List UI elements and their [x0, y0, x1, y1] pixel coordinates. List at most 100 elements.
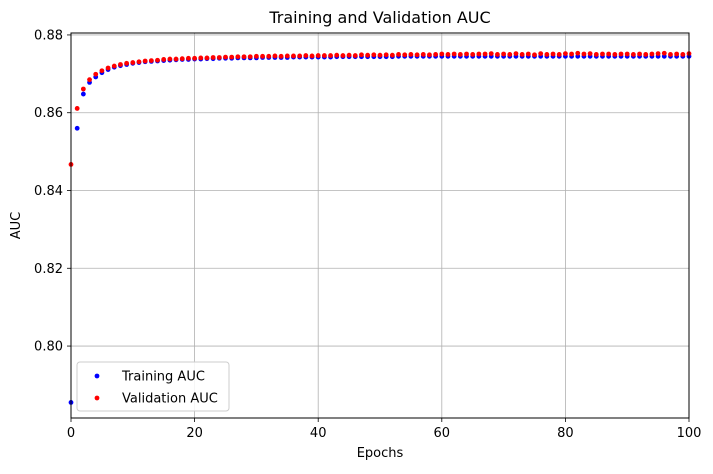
- legend-label-validation: Validation AUC: [122, 392, 218, 407]
- validation-auc-point: [266, 53, 272, 59]
- validation-auc-point: [643, 51, 649, 57]
- validation-auc-point: [204, 55, 210, 61]
- validation-auc-point: [74, 106, 80, 111]
- validation-auc-point: [260, 53, 265, 59]
- validation-auc-point: [445, 51, 451, 57]
- validation-auc-point: [389, 52, 395, 58]
- grid: [70, 33, 690, 418]
- validation-auc-point: [525, 51, 531, 57]
- validation-auc-point: [593, 51, 599, 57]
- y-tick-label: 0.84: [34, 184, 63, 199]
- training-auc-point: [74, 125, 80, 131]
- validation-auc-point: [173, 56, 179, 62]
- validation-auc-point: [297, 53, 303, 59]
- validation-auc-point: [254, 53, 259, 59]
- validation-auc-point: [476, 51, 482, 57]
- validation-auc-point: [674, 51, 680, 57]
- validation-auc-point: [365, 52, 371, 58]
- validation-auc-point: [519, 51, 525, 57]
- x-axis-label: Epochs: [357, 446, 404, 461]
- validation-auc-point: [216, 55, 222, 60]
- validation-auc-point: [179, 56, 185, 62]
- validation-auc-point: [661, 50, 667, 56]
- validation-auc-point: [303, 53, 309, 58]
- validation-auc-point: [482, 51, 488, 57]
- validation-auc-point: [581, 51, 587, 57]
- validation-auc-point: [198, 55, 204, 61]
- y-axis-label: AUC: [9, 212, 24, 240]
- validation-auc-point: [229, 54, 235, 60]
- validation-auc-point: [136, 59, 142, 65]
- y-tick-label: 0.80: [34, 340, 63, 355]
- validation-auc-point: [346, 52, 352, 58]
- validation-auc-point: [433, 51, 439, 57]
- validation-auc-point: [470, 51, 476, 57]
- y-tick-label: 0.88: [34, 28, 63, 43]
- validation-auc-point: [513, 51, 519, 57]
- x-tick-label: 80: [557, 426, 574, 441]
- validation-auc-point: [575, 50, 581, 56]
- validation-auc-point: [414, 52, 420, 58]
- validation-auc-point: [371, 52, 377, 58]
- validation-auc-point: [235, 54, 241, 60]
- y-tick-label: 0.86: [34, 106, 63, 121]
- training-auc-point: [80, 91, 86, 97]
- y-tick-label: 0.82: [34, 262, 63, 277]
- validation-auc-point: [637, 51, 642, 57]
- validation-auc-point: [630, 51, 636, 57]
- validation-auc-point: [680, 51, 686, 57]
- validation-auc-point: [161, 57, 167, 62]
- validation-auc-point: [569, 51, 574, 57]
- validation-auc-point: [563, 51, 568, 57]
- validation-auc-point: [321, 53, 327, 58]
- legend: Training AUC Validation AUC: [76, 361, 230, 412]
- legend-box: [76, 361, 230, 412]
- plot-frame: [70, 32, 690, 419]
- validation-auc-point: [334, 52, 340, 58]
- validation-auc-point: [130, 60, 136, 65]
- x-tick-label: 100: [677, 426, 702, 441]
- validation-auc-point: [278, 53, 284, 59]
- chart-title: Training and Validation AUC: [268, 8, 490, 27]
- validation-auc-point: [87, 77, 92, 83]
- validation-auc-point: [439, 51, 445, 57]
- validation-auc-point: [612, 51, 618, 57]
- validation-auc-point: [315, 53, 321, 58]
- validation-auc-point: [272, 53, 278, 59]
- validation-auc-point: [383, 52, 389, 58]
- validation-auc-point: [124, 60, 130, 66]
- validation-auc-point: [155, 57, 160, 63]
- validation-auc-point: [464, 51, 469, 57]
- validation-auc-point: [148, 58, 154, 64]
- legend-marker-validation: [94, 395, 100, 401]
- validation-auc-point: [93, 71, 99, 77]
- validation-auc-point: [223, 54, 228, 60]
- validation-auc-point: [550, 51, 556, 57]
- validation-auc-point: [507, 51, 513, 57]
- x-tick-label: 20: [186, 426, 203, 441]
- validation-auc-point: [377, 52, 383, 58]
- validation-auc-point: [538, 51, 544, 57]
- validation-auc-point: [118, 62, 123, 67]
- validation-auc-point: [142, 58, 148, 64]
- validation-auc-point: [359, 52, 364, 58]
- validation-auc-point: [451, 51, 457, 57]
- legend-marker-training: [94, 373, 100, 379]
- validation-auc-point: [606, 51, 612, 57]
- validation-auc-point: [655, 51, 661, 57]
- validation-auc-point: [186, 55, 191, 61]
- validation-auc-point: [192, 55, 198, 61]
- legend-label-training: Training AUC: [121, 370, 205, 385]
- validation-auc-point: [111, 63, 117, 69]
- validation-auc-point: [284, 53, 290, 59]
- x-tick-label: 0: [67, 426, 75, 441]
- validation-auc-point: [352, 53, 358, 58]
- validation-auc-point: [328, 53, 333, 58]
- validation-auc-point: [544, 51, 550, 57]
- validation-auc-point: [495, 51, 500, 57]
- x-tick-label: 60: [434, 426, 451, 441]
- validation-auc-point: [427, 52, 432, 58]
- validation-auc-point: [457, 51, 463, 57]
